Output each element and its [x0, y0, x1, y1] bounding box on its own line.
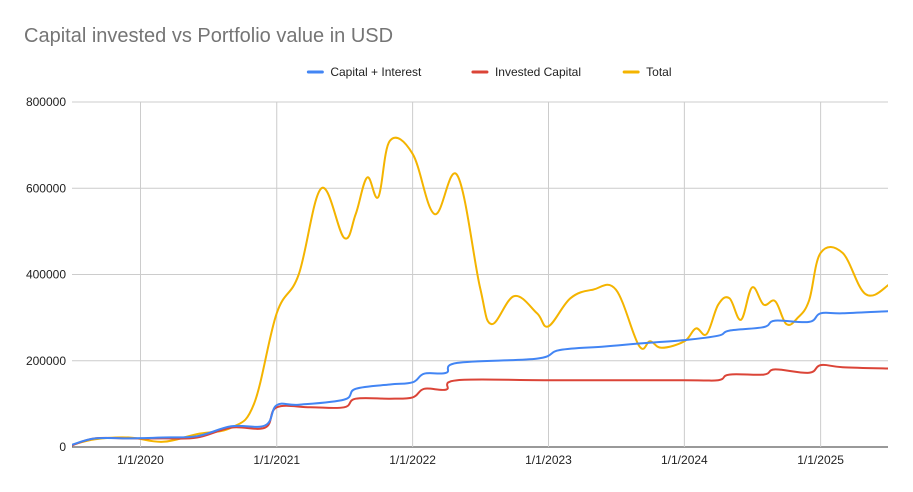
chart-title: Capital invested vs Portfolio value in U…: [24, 25, 394, 47]
x-tick-label: 1/1/2022: [389, 453, 436, 467]
x-tick-label: 1/1/2025: [797, 453, 844, 467]
series-line-invested-capital: [72, 363, 888, 447]
y-tick-label: 200000: [26, 354, 66, 368]
x-tick-label: 1/1/2021: [253, 453, 300, 467]
x-tick-label: 1/1/2020: [117, 453, 164, 467]
y-tick-label: 600000: [26, 181, 66, 195]
series-line-capital-interest: [72, 310, 888, 446]
legend-label-capital-interest: Capital + Interest: [330, 65, 422, 79]
legend-label-invested-capital: Invested Capital: [495, 65, 581, 79]
series-line-total: [72, 136, 888, 446]
y-tick-label: 0: [59, 440, 66, 454]
x-tick-label: 1/1/2024: [661, 453, 708, 467]
x-tick-label: 1/1/2023: [525, 453, 572, 467]
y-tick-label: 800000: [26, 95, 66, 109]
legend-label-total: Total: [646, 65, 671, 79]
y-tick-label: 400000: [26, 268, 66, 282]
